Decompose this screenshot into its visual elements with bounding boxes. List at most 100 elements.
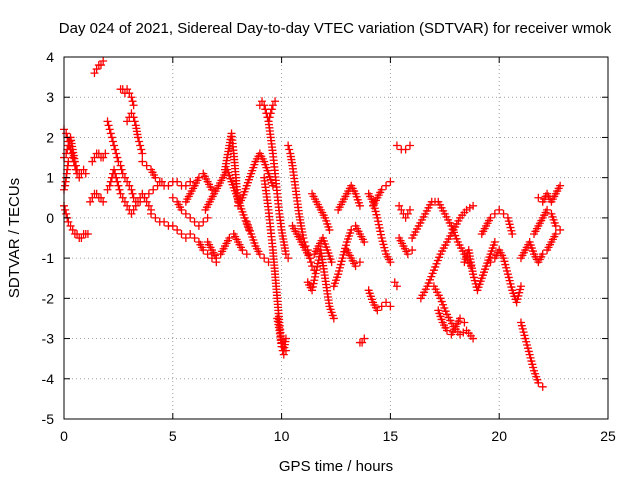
- data-point-marker: [151, 213, 160, 222]
- data-point-marker: [62, 209, 71, 218]
- data-point-marker: [123, 85, 132, 94]
- data-point-marker: [285, 145, 294, 154]
- data-point-marker: [225, 234, 234, 242]
- data-point-marker: [177, 229, 186, 238]
- data-point-marker: [120, 197, 129, 206]
- data-point-marker: [181, 209, 190, 218]
- data-point-marker: [116, 189, 125, 198]
- data-point-marker: [114, 181, 123, 190]
- data-point-marker: [123, 177, 132, 186]
- y-tick-label: 3: [46, 89, 54, 105]
- x-axis-label: GPS time / hours: [279, 458, 393, 475]
- data-point-marker: [168, 193, 177, 202]
- data-point-marker: [194, 221, 203, 230]
- data-point-marker: [186, 229, 195, 238]
- data-point-marker: [306, 258, 315, 267]
- data-point-marker: [351, 262, 360, 271]
- data-points: [60, 57, 565, 391]
- data-point-marker: [486, 213, 495, 222]
- data-point-marker: [382, 181, 391, 190]
- data-point-marker: [347, 225, 356, 234]
- data-point-marker: [373, 306, 382, 315]
- x-tick-label: 0: [60, 428, 68, 444]
- data-point-marker: [299, 234, 308, 242]
- data-point-marker: [103, 185, 112, 194]
- data-point-marker: [538, 250, 547, 259]
- data-point-marker: [111, 169, 120, 178]
- data-point-marker: [114, 157, 123, 166]
- data-point-marker: [374, 217, 383, 226]
- data-point-marker: [144, 201, 153, 210]
- data-point-marker: [90, 69, 99, 78]
- data-point-marker: [543, 205, 552, 214]
- data-point-marker: [155, 177, 164, 186]
- data-point-marker: [127, 185, 136, 194]
- data-point-marker: [310, 272, 319, 281]
- x-tick-label: 20: [491, 428, 507, 444]
- data-point-marker: [127, 209, 136, 218]
- data-point-marker: [556, 181, 565, 190]
- data-point-marker: [86, 197, 95, 206]
- data-point-marker: [310, 276, 319, 285]
- data-point-marker: [136, 197, 145, 206]
- y-tick-label: 1: [46, 170, 54, 186]
- y-tick-label: -2: [42, 290, 55, 306]
- data-point-marker: [358, 338, 367, 347]
- data-point-marker: [386, 177, 395, 186]
- data-point-marker: [551, 221, 560, 230]
- data-point-marker: [327, 258, 336, 267]
- data-point-marker: [268, 101, 277, 110]
- data-point-marker: [469, 201, 478, 210]
- data-point-marker: [386, 258, 395, 267]
- data-point-marker: [116, 161, 125, 170]
- x-tick-label: 10: [274, 428, 290, 444]
- data-point-marker: [499, 209, 508, 218]
- data-point-marker: [177, 205, 186, 214]
- data-point-marker: [199, 246, 208, 255]
- data-point-marker: [129, 205, 138, 214]
- data-point-marker: [104, 121, 113, 130]
- data-point-marker: [140, 193, 149, 202]
- data-point-marker: [212, 254, 221, 263]
- data-point-marker: [96, 61, 105, 70]
- data-point-marker: [203, 213, 212, 222]
- data-point-marker: [305, 254, 314, 263]
- data-point-marker: [203, 250, 212, 259]
- data-point-marker: [376, 227, 385, 236]
- data-point-marker: [96, 193, 105, 202]
- y-tick-label: 4: [46, 49, 54, 65]
- data-point-marker: [106, 129, 115, 138]
- data-point-marker: [360, 334, 369, 343]
- data-point-marker: [534, 378, 543, 387]
- data-point-marker: [469, 334, 478, 343]
- data-point-marker: [308, 282, 317, 291]
- data-point-marker: [329, 314, 338, 323]
- data-point-marker: [284, 141, 293, 150]
- data-point-marker: [386, 302, 395, 311]
- data-point-marker: [118, 193, 127, 202]
- data-point-marker: [107, 133, 116, 142]
- data-point-marker: [160, 217, 169, 226]
- data-point-marker: [309, 279, 318, 288]
- data-point-marker: [144, 189, 153, 198]
- y-axis-label: SDTVAR / TECUs: [6, 178, 23, 298]
- data-point-marker: [238, 246, 247, 255]
- data-point-marker: [115, 185, 124, 194]
- x-tick-label: 15: [383, 428, 399, 444]
- data-point-marker: [271, 97, 280, 106]
- plot-frame: [63, 56, 609, 420]
- y-axis-ticks: -5 -4 -3 -2 -1 0 1 2 3 4: [42, 49, 608, 427]
- data-point-marker: [61, 205, 70, 214]
- data-point-marker: [108, 137, 117, 146]
- data-point-marker: [173, 225, 182, 234]
- data-point-marker: [149, 185, 158, 194]
- data-point-marker: [181, 234, 190, 242]
- data-point-marker: [395, 201, 404, 210]
- data-point-marker: [401, 213, 410, 222]
- x-axis-ticks: 0 5 10 15 20 25: [60, 57, 616, 444]
- data-point-marker: [136, 141, 145, 150]
- data-point-marker: [173, 177, 182, 186]
- data-point-marker: [125, 181, 134, 190]
- data-point-marker: [556, 225, 565, 234]
